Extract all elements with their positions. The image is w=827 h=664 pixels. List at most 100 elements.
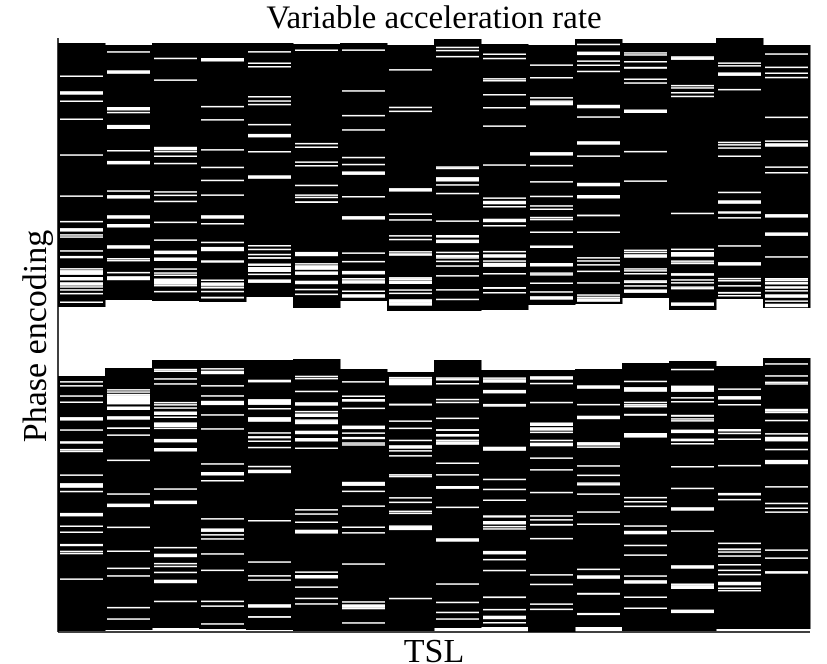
y-axis-label: Phase encoding	[17, 230, 54, 442]
mask-region	[718, 492, 761, 495]
mask-region	[389, 219, 432, 221]
mask-region	[624, 280, 667, 282]
mask-region	[624, 273, 667, 275]
mask-region	[295, 410, 338, 413]
mask-region	[201, 528, 244, 532]
mask-region	[60, 271, 103, 275]
mask-region	[248, 96, 291, 98]
mask-region	[624, 575, 667, 577]
mask-region	[530, 97, 573, 99]
mask-region	[248, 380, 291, 383]
mask-region	[671, 429, 714, 434]
mask-region	[107, 391, 150, 393]
mask-region	[107, 124, 150, 127]
mask-region	[483, 273, 526, 275]
mask-region	[671, 443, 714, 445]
mask-region	[389, 510, 432, 513]
mask-region	[671, 279, 714, 281]
mask-region	[60, 268, 103, 270]
mask-region	[530, 246, 573, 248]
mask-region	[60, 289, 103, 291]
mask-region	[201, 290, 244, 293]
mask-region	[765, 571, 808, 573]
mask-region	[483, 57, 526, 60]
mask-region	[436, 254, 479, 257]
mask-region	[765, 433, 808, 435]
mask-region	[60, 578, 103, 580]
mask-region	[765, 572, 808, 574]
mask-region	[248, 51, 291, 53]
mask-region	[387, 45, 435, 311]
mask-region	[248, 253, 291, 256]
mask-region	[718, 245, 761, 247]
mask-region	[389, 597, 432, 600]
mask-region	[389, 299, 432, 301]
mask-region	[295, 49, 338, 51]
mask-region	[107, 399, 150, 403]
mask-region	[154, 422, 197, 426]
mask-region	[295, 263, 338, 265]
mask-region	[765, 459, 808, 464]
mask-region	[718, 564, 761, 566]
mask-region	[154, 438, 197, 443]
mask-region	[765, 53, 808, 55]
mask-region	[483, 262, 526, 267]
mask-region	[201, 538, 244, 540]
mask-region	[107, 70, 150, 73]
mask-region	[577, 214, 620, 217]
mask-region	[154, 268, 197, 270]
mask-region	[201, 400, 244, 405]
mask-region	[295, 273, 338, 275]
mask-region	[530, 152, 573, 156]
mask-region	[60, 474, 103, 476]
mask-region	[718, 191, 761, 194]
mask-region	[483, 488, 526, 491]
mask-region	[671, 274, 714, 276]
mask-region	[389, 439, 432, 442]
mask-region	[624, 544, 667, 547]
mask-region	[201, 297, 244, 299]
mask-region	[436, 257, 479, 259]
mask-region	[201, 282, 244, 286]
mask-region	[483, 379, 526, 383]
mask-region	[530, 523, 573, 526]
mask-region	[530, 457, 573, 459]
mask-region	[342, 505, 385, 507]
mask-region	[577, 568, 620, 571]
mask-region	[718, 217, 761, 219]
mask-region	[154, 427, 197, 430]
mask-region	[295, 161, 338, 163]
mask-region	[624, 61, 667, 63]
mask-region	[60, 301, 103, 303]
mask-region	[718, 155, 761, 157]
mask-region	[483, 206, 526, 208]
mask-region	[671, 273, 714, 275]
mask-region	[577, 195, 620, 199]
mask-region	[624, 530, 667, 535]
mask-region	[60, 277, 103, 281]
mask-region	[295, 184, 338, 187]
mask-region	[342, 484, 385, 486]
mask-region	[765, 411, 808, 414]
mask-region	[295, 509, 338, 511]
mask-region	[389, 289, 432, 291]
mask-region	[530, 216, 573, 219]
mask-region	[154, 553, 197, 558]
mask-region	[436, 601, 479, 604]
mask-region	[671, 420, 714, 422]
mask-region	[60, 234, 103, 236]
mask-region	[248, 436, 291, 439]
mask-region	[577, 523, 620, 525]
mask-region	[530, 444, 573, 447]
mask-region	[436, 251, 479, 254]
mask-region	[765, 549, 808, 551]
mask-region	[765, 166, 808, 168]
mask-region	[577, 446, 620, 448]
mask-region	[342, 216, 385, 220]
mask-region	[483, 377, 526, 379]
mask-region	[389, 403, 432, 406]
mask-region	[107, 125, 150, 129]
mask-region	[718, 569, 761, 572]
mask-region	[248, 432, 291, 434]
mask-region	[248, 268, 291, 272]
